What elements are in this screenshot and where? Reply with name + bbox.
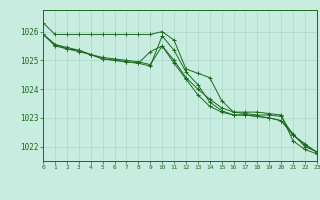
Text: Graphe pression niveau de la mer (hPa): Graphe pression niveau de la mer (hPa): [58, 182, 262, 190]
